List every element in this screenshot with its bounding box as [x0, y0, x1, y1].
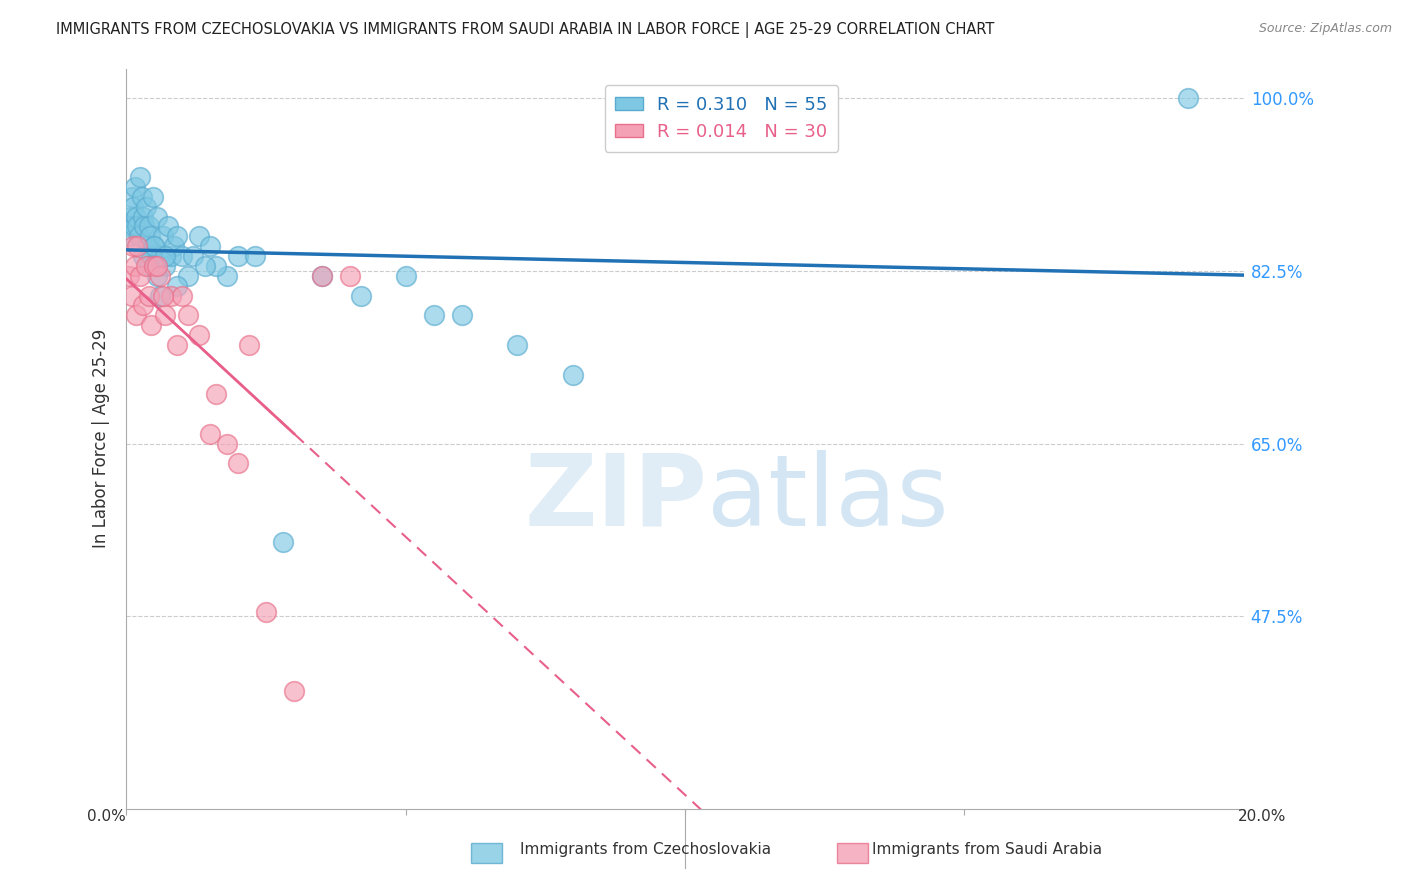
- Point: [118, 268, 141, 283]
- Point: [124, 180, 146, 194]
- Y-axis label: In Labor Force | Age 25-29: In Labor Force | Age 25-29: [93, 329, 110, 549]
- Point: [166, 229, 188, 244]
- Point: [143, 259, 166, 273]
- Text: IMMIGRANTS FROM CZECHOSLOVAKIA VS IMMIGRANTS FROM SAUDI ARABIA IN LABOR FORCE | : IMMIGRANTS FROM CZECHOSLOVAKIA VS IMMIGR…: [56, 22, 994, 38]
- Legend: R = 0.310   N = 55, R = 0.014   N = 30: R = 0.310 N = 55, R = 0.014 N = 30: [605, 85, 838, 152]
- Point: [215, 436, 238, 450]
- Point: [143, 239, 166, 253]
- Point: [136, 239, 159, 253]
- Point: [143, 239, 166, 253]
- Point: [172, 288, 194, 302]
- Point: [311, 268, 333, 283]
- Point: [155, 259, 177, 273]
- Point: [226, 457, 249, 471]
- Point: [122, 239, 145, 253]
- Point: [129, 170, 152, 185]
- Point: [215, 268, 238, 283]
- Point: [166, 278, 188, 293]
- Point: [129, 268, 152, 283]
- Point: [339, 268, 361, 283]
- Point: [149, 288, 172, 302]
- Point: [127, 239, 149, 253]
- Point: [160, 249, 183, 263]
- Point: [124, 259, 146, 273]
- Point: [226, 249, 249, 263]
- Point: [1177, 91, 1199, 105]
- Point: [125, 210, 148, 224]
- Point: [187, 229, 209, 244]
- Text: atlas: atlas: [707, 450, 949, 547]
- Point: [146, 259, 169, 273]
- Point: [122, 200, 145, 214]
- Point: [187, 328, 209, 343]
- Point: [120, 229, 142, 244]
- Point: [395, 268, 418, 283]
- Point: [132, 249, 155, 263]
- Text: Immigrants from Saudi Arabia: Immigrants from Saudi Arabia: [872, 842, 1102, 856]
- Point: [183, 249, 205, 263]
- Point: [138, 288, 160, 302]
- Point: [350, 288, 373, 302]
- Point: [146, 210, 169, 224]
- Point: [450, 309, 472, 323]
- Point: [163, 239, 186, 253]
- Point: [177, 268, 200, 283]
- Point: [122, 219, 145, 234]
- Point: [311, 268, 333, 283]
- Point: [198, 426, 221, 441]
- Point: [271, 535, 294, 549]
- Point: [135, 259, 157, 273]
- Point: [506, 338, 529, 352]
- Point: [118, 219, 141, 234]
- Point: [139, 229, 162, 244]
- Point: [146, 268, 169, 283]
- Text: 20.0%: 20.0%: [1239, 809, 1286, 823]
- Text: Immigrants from Czechoslovakia: Immigrants from Czechoslovakia: [520, 842, 772, 856]
- Point: [152, 288, 174, 302]
- Point: [141, 318, 163, 333]
- Point: [125, 309, 148, 323]
- Point: [138, 219, 160, 234]
- Point: [135, 200, 157, 214]
- Point: [204, 259, 226, 273]
- Point: [120, 210, 142, 224]
- Point: [160, 288, 183, 302]
- Text: 0.0%: 0.0%: [87, 809, 127, 823]
- Point: [121, 288, 143, 302]
- Point: [149, 249, 172, 263]
- Point: [138, 259, 160, 273]
- Point: [283, 683, 305, 698]
- Point: [177, 309, 200, 323]
- Point: [152, 229, 174, 244]
- Point: [127, 219, 149, 234]
- Point: [422, 309, 444, 323]
- Point: [132, 210, 155, 224]
- Point: [198, 239, 221, 253]
- Point: [193, 259, 215, 273]
- Text: Source: ZipAtlas.com: Source: ZipAtlas.com: [1258, 22, 1392, 36]
- Point: [142, 190, 165, 204]
- Point: [172, 249, 194, 263]
- Point: [149, 268, 172, 283]
- Point: [157, 219, 180, 234]
- Text: ZIP: ZIP: [524, 450, 707, 547]
- Point: [562, 368, 585, 382]
- Point: [132, 298, 155, 312]
- Point: [121, 190, 143, 204]
- Point: [254, 605, 277, 619]
- Point: [155, 309, 177, 323]
- Point: [128, 229, 150, 244]
- Point: [131, 190, 153, 204]
- Point: [243, 249, 266, 263]
- Point: [155, 249, 177, 263]
- Point: [134, 219, 156, 234]
- Point: [204, 387, 226, 401]
- Point: [238, 338, 260, 352]
- Point: [141, 249, 163, 263]
- Point: [166, 338, 188, 352]
